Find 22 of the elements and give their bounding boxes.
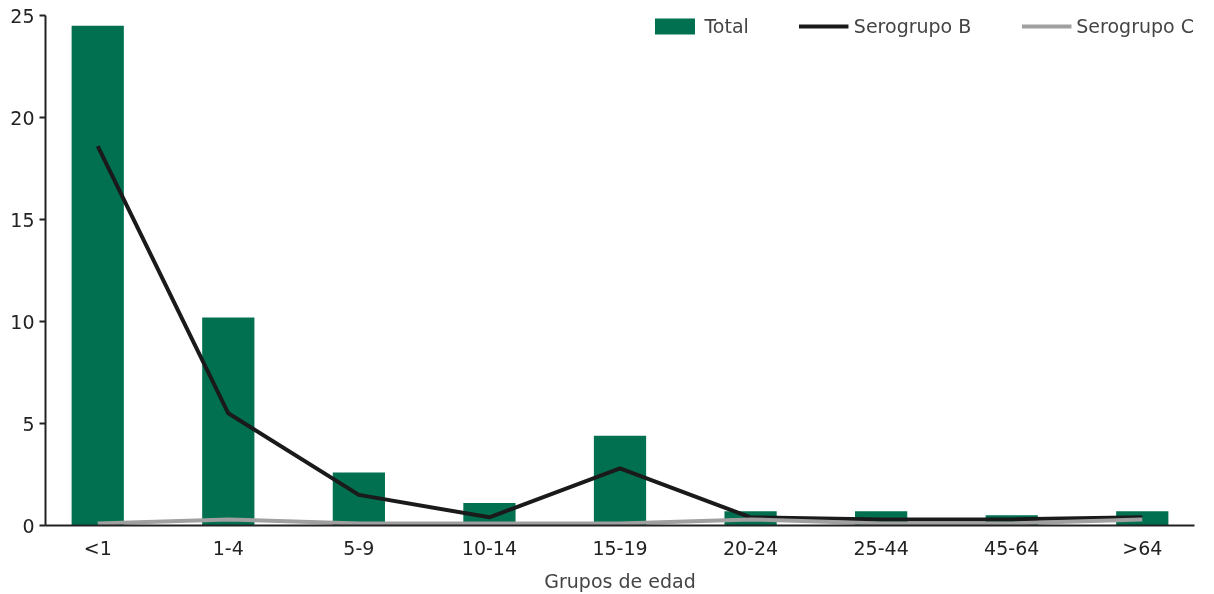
line-series	[95, 144, 1145, 522]
x-tick-label: 15-19	[592, 536, 648, 559]
y-tick-label: 15	[10, 208, 35, 231]
x-tick-label: >64	[1122, 536, 1163, 559]
x-tick-label: 20-24	[722, 536, 779, 559]
bar	[71, 25, 124, 526]
x-tick-label: 1-4	[212, 536, 244, 559]
legend-label: Total	[704, 15, 749, 37]
legend-label: Serogrupo B	[853, 15, 972, 37]
x-axis-title: Grupos de edad	[544, 569, 696, 592]
x-tick-label: 25-44	[853, 536, 909, 559]
y-tick-label: 20	[10, 106, 35, 129]
x-tick-label: <1	[83, 536, 112, 559]
y-tick-label: 10	[10, 310, 35, 333]
legend-label: Serogrupo C	[1076, 15, 1194, 37]
x-tick-label: 45-64	[984, 536, 1040, 559]
y-tick-label: 25	[10, 4, 35, 27]
bar	[202, 317, 255, 526]
x-tick-label: 10-14	[461, 536, 518, 559]
y-tick-label: 5	[22, 412, 35, 435]
y-tick-label: 0	[22, 514, 35, 537]
x-tick-label: 5-9	[343, 536, 375, 559]
